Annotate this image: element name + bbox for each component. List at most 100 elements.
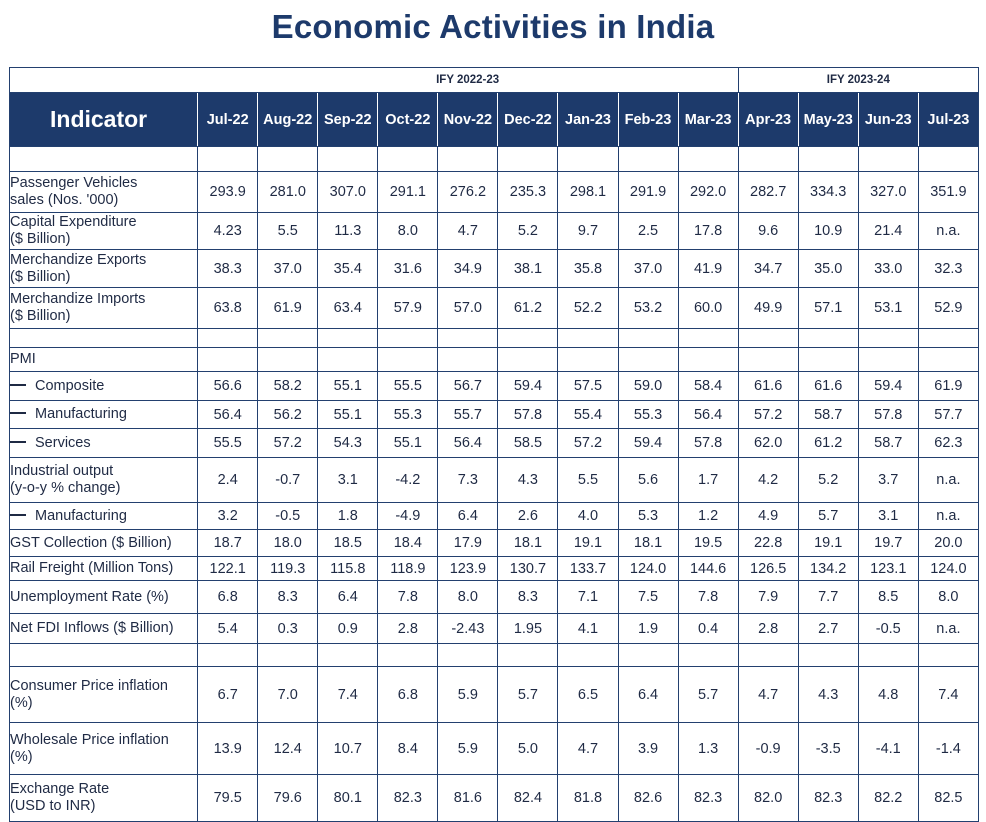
indicator-label: Exchange Rate (USD to INR) (8, 774, 199, 822)
value-cell: 63.4 (317, 287, 379, 329)
value-cell: 7.3 (437, 457, 499, 503)
indicator-label: Wholesale Price inflation (%) (8, 722, 199, 775)
value-cell (677, 347, 739, 372)
value-cell: 61.6 (737, 371, 799, 401)
value-cell: 12.4 (257, 722, 319, 775)
value-cell: n.a. (917, 613, 980, 644)
value-cell: 3.9 (617, 722, 679, 775)
value-cell: 119.3 (257, 556, 319, 581)
indicator-label-line: ($ Billion) (10, 268, 71, 285)
indicator-label: Merchandize Imports ($ Billion) (8, 287, 199, 329)
month-header: Feb-23 (617, 92, 679, 147)
value-cell: -2.43 (437, 613, 499, 644)
empty-cell (377, 146, 439, 172)
indicator-label-line: ($ Billion) (10, 231, 71, 247)
value-cell: 4.8 (857, 666, 919, 723)
empty-cell (557, 643, 619, 667)
value-cell: 82.3 (677, 774, 739, 822)
value-cell: 19.1 (557, 529, 619, 557)
value-cell: n.a. (917, 457, 980, 503)
value-cell: 5.6 (617, 457, 679, 503)
empty-cell (317, 146, 379, 172)
value-cell: 82.2 (857, 774, 919, 822)
value-cell (257, 347, 319, 372)
value-cell: 10.7 (317, 722, 379, 775)
value-cell: 3.1 (857, 502, 919, 530)
indicator-label: Unemployment Rate (%) (8, 580, 199, 614)
value-cell: 5.5 (257, 212, 319, 250)
value-cell: 8.3 (257, 580, 319, 614)
value-cell: 4.3 (497, 457, 559, 503)
value-cell: 334.3 (797, 171, 859, 213)
value-cell: 7.8 (677, 580, 739, 614)
indicator-label-line: (%) (10, 748, 33, 765)
dash-icon (10, 440, 26, 443)
value-cell: 58.7 (857, 428, 919, 458)
empty-cell (8, 146, 199, 172)
value-cell: 82.5 (917, 774, 980, 822)
empty-cell (197, 328, 259, 348)
value-cell: 133.7 (557, 556, 619, 581)
empty-cell (677, 328, 739, 348)
value-cell: 0.4 (677, 613, 739, 644)
empty-cell (317, 643, 379, 667)
empty-cell (617, 643, 679, 667)
value-cell: 55.5 (197, 428, 259, 458)
indicator-label-line: ($ Billion) (10, 308, 71, 324)
value-cell: 2.4 (197, 457, 259, 503)
empty-cell (437, 328, 499, 348)
value-cell: 34.7 (737, 249, 799, 288)
table-row: Passenger Vehicles sales (Nos. '000) 293.9… (8, 171, 980, 213)
fiscal-year-2022-23: IFY 2022-23 (197, 67, 739, 93)
value-cell: 49.9 (737, 287, 799, 329)
indicator-label: Composite (8, 371, 199, 401)
value-cell: 8.4 (377, 722, 439, 775)
indicator-header: Indicator (8, 92, 199, 147)
value-cell (317, 347, 379, 372)
value-cell: 55.5 (377, 371, 439, 401)
value-cell: 9.7 (557, 212, 619, 250)
value-cell: 7.8 (377, 580, 439, 614)
indicator-label-line: (y-o-y % change) (10, 480, 121, 496)
indicator-label-line: Industrial output (10, 463, 114, 479)
empty-cell (497, 328, 559, 348)
month-header: Jun-23 (857, 92, 919, 147)
value-cell: 56.4 (197, 400, 259, 429)
empty-cell (377, 643, 439, 667)
value-cell: 5.7 (797, 502, 859, 530)
dash-icon (10, 383, 26, 386)
value-cell: 61.6 (797, 371, 859, 401)
value-cell: 3.7 (857, 457, 919, 503)
indicator-label-line: Consumer Price inflation (10, 677, 168, 694)
economic-indicators-table: IFY 2022-23 IFY 2023-24 Indicator Jul-22… (8, 67, 980, 822)
value-cell: 56.6 (197, 371, 259, 401)
value-cell: 58.5 (497, 428, 559, 458)
value-cell: 5.2 (497, 212, 559, 250)
empty-cell (257, 643, 319, 667)
indicator-label: Manufacturing (8, 502, 199, 530)
value-cell: 53.1 (857, 287, 919, 329)
value-cell: 57.0 (437, 287, 499, 329)
value-cell (737, 347, 799, 372)
value-cell: 7.4 (317, 666, 379, 723)
value-cell: 4.7 (557, 722, 619, 775)
value-cell: 57.2 (257, 428, 319, 458)
value-cell: 33.0 (857, 249, 919, 288)
value-cell: 4.0 (557, 502, 619, 530)
month-header: Nov-22 (437, 92, 499, 147)
empty-cell (917, 328, 980, 348)
indicator-label: Industrial output (y-o-y % change) (8, 457, 199, 503)
table-row: Net FDI Inflows ($ Billion) 5.4 0.3 0.9 2.8-… (8, 613, 980, 644)
value-cell: 59.4 (497, 371, 559, 401)
value-cell: 7.9 (737, 580, 799, 614)
value-cell: 6.7 (197, 666, 259, 723)
empty-cell (8, 328, 199, 348)
spacer-row (8, 328, 980, 348)
value-cell: 61.2 (497, 287, 559, 329)
value-cell: 57.5 (557, 371, 619, 401)
month-header: May-23 (797, 92, 859, 147)
value-cell: 57.8 (497, 400, 559, 429)
indicator-label-line: (USD to INR) (10, 798, 96, 814)
value-cell (797, 347, 859, 372)
indicator-label-line: sales (Nos. '000) (10, 192, 119, 208)
